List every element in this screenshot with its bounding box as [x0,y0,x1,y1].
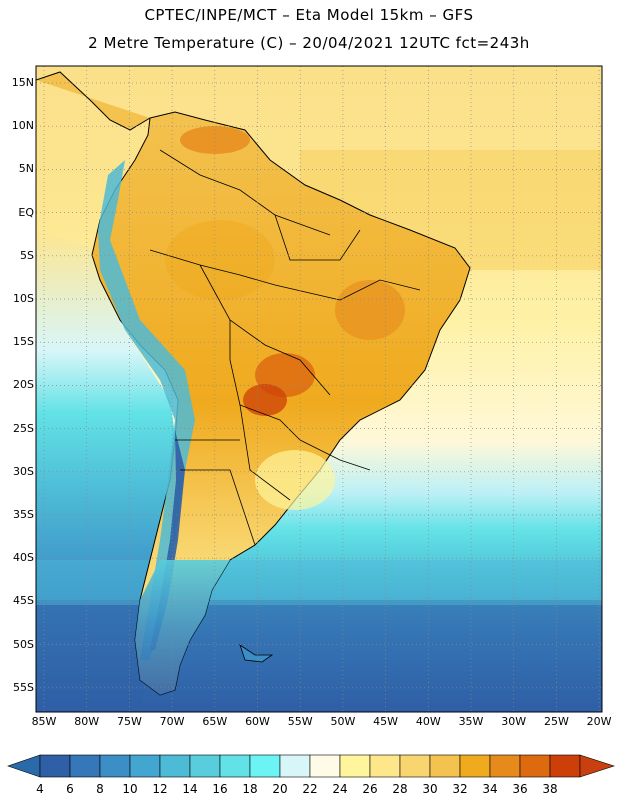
lat-label: 50S [13,637,34,651]
map-title: CPTEC/INPE/MCT – Eta Model 15km – GFS [144,6,474,24]
colorbar-label: 34 [482,782,498,796]
lat-label: 5S [20,248,34,262]
colorbar-label: 16 [212,782,228,796]
colorbar-swatch [279,754,311,778]
lon-label: 70W [159,715,185,728]
colorbar-swatch [429,754,461,778]
colorbar-swatch [399,754,431,778]
lat-label: 15S [13,335,34,349]
plot-frame [35,65,603,713]
colorbar-swatch [369,754,401,778]
colorbar-label: 24 [332,782,348,796]
colorbar-swatch [489,754,521,778]
lon-label: 50W [330,715,356,728]
lat-label: 10S [13,292,34,305]
colorbar-label: 20 [272,782,288,796]
colorbar-label: 36 [512,782,528,796]
colorbar-swatch [159,754,191,778]
lon-label: 65W [202,715,228,728]
lon-label: 85W [31,715,57,728]
lon-label: 40W [415,715,441,728]
lon-label: 30W [501,715,527,728]
colorbar-label: 32 [452,782,468,796]
lat-label: 40S [13,551,34,565]
colorbar-label: 12 [152,782,168,796]
colorbar-high-arrow [579,754,615,778]
lon-label: 55W [287,715,313,728]
colorbar-label: 38 [542,782,558,796]
colorbar-swatch [339,754,371,778]
colorbar-swatch [69,754,101,778]
colorbar-label: 10 [122,782,138,796]
lat-label: 15N [11,76,34,89]
lat-label: 10N [11,119,34,133]
colorbar-swatch [459,754,491,778]
colorbar-swatch [549,754,581,778]
lon-label: 25W [543,715,569,728]
colorbar-low-arrow [7,754,41,778]
colorbar-swatch [249,754,281,778]
country-borders [149,149,421,546]
lon-label: 35W [458,715,484,728]
colorbar-label: 18 [242,782,258,796]
colorbar-label: 6 [66,782,74,796]
colorbar-swatch [189,754,221,778]
colorbar-swatch [99,754,131,778]
colorbar-label: 22 [302,782,318,796]
lon-label: 60W [245,715,270,728]
colorbar-label: 14 [182,782,198,796]
lat-label: EQ [18,205,34,219]
lat-label: 45S [13,594,34,608]
colorbar-label: 26 [362,782,378,796]
colorbar-swatch [39,754,71,778]
lon-label: 80W [74,715,100,728]
colorbar-swatch [519,754,551,778]
lon-label: 20W [586,715,612,728]
colorbar-swatch [129,754,161,778]
lat-label: 20S [13,378,34,392]
lat-label: 25S [13,421,34,435]
lat-label: 30S [13,464,34,478]
colorbar [7,754,615,778]
lon-label: 45W [373,715,399,728]
lat-label: 35S [13,508,34,521]
colorbar-label: 28 [392,782,408,796]
colorbar-label: 30 [422,782,438,796]
lat-label: 5N [18,162,34,176]
colorbar-swatch [219,754,251,778]
map-subtitle: 2 Metre Temperature (C) – 20/04/2021 12U… [88,34,530,52]
lon-label: 75W [116,715,142,728]
colorbar-label: 8 [96,782,104,796]
colorbar-label: 4 [36,782,44,796]
colorbar-swatch [309,754,341,778]
lat-label: 55S [13,680,34,694]
